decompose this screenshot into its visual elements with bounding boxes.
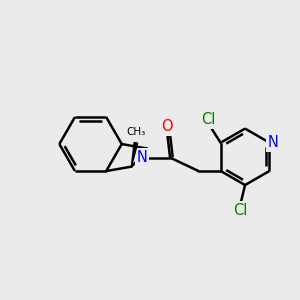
Text: N: N (268, 135, 278, 150)
Text: Cl: Cl (233, 202, 248, 217)
Text: O: O (161, 119, 173, 134)
Text: CH₃: CH₃ (126, 128, 146, 137)
Text: Cl: Cl (202, 112, 216, 127)
Polygon shape (131, 142, 138, 167)
Text: N: N (136, 150, 147, 165)
